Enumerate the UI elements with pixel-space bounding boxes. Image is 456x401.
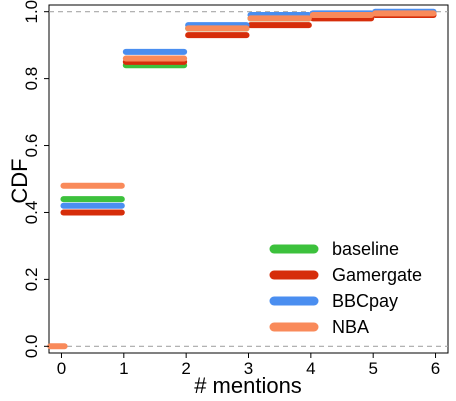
x-tick-label-6: 6	[431, 359, 440, 378]
x-axis-label: # mentions	[194, 373, 302, 398]
y-axis-label: CDF	[7, 158, 32, 203]
reference-lines	[49, 11, 448, 347]
legend-label-bbcpay: BBCpay	[332, 291, 398, 311]
y-tick-label-3: 0.6	[22, 134, 41, 158]
legend-label-gamergate: Gamergate	[332, 265, 422, 285]
x-tick-label-0: 0	[57, 359, 66, 378]
y-tick-label-1: 0.2	[22, 268, 41, 292]
series-nba	[60, 10, 437, 189]
legend-label-baseline: baseline	[332, 239, 399, 259]
series-layer	[47, 8, 437, 350]
legend: baseline Gamergate BBCpay NBA	[269, 239, 422, 337]
x-tick-label-4: 4	[306, 359, 315, 378]
x-tick-label-5: 5	[368, 359, 377, 378]
series-baseline	[60, 10, 437, 203]
legend-label-nba: NBA	[332, 317, 369, 337]
y-tick-label-2: 0.4	[22, 201, 41, 225]
x-tick-label-2: 2	[181, 359, 190, 378]
x-tick-label-3: 3	[244, 359, 253, 378]
x-tick-label-1: 1	[119, 359, 128, 378]
series-bbcpay	[60, 8, 437, 209]
y-tick-label-5: 1.0	[22, 0, 41, 24]
y-tick-label-0: 0.0	[22, 334, 41, 358]
y-tick-label-4: 0.8	[22, 67, 41, 91]
x-axis: 0 1 2 3 4 5 6	[57, 353, 440, 378]
y-axis: 0.0 0.2 0.4 0.6 0.8 1.0	[22, 0, 49, 358]
